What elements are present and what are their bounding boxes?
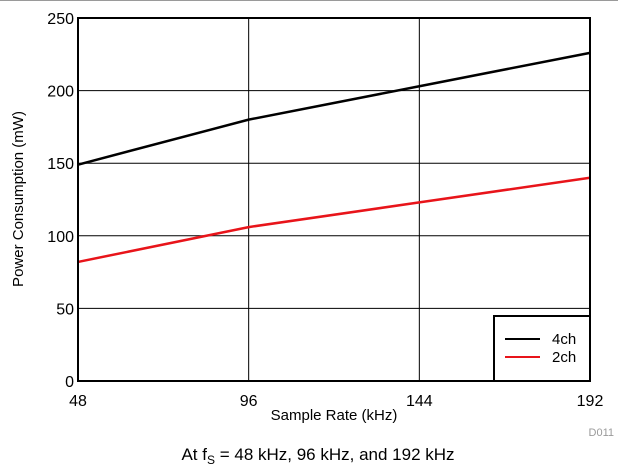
y-tick-label-150: 150: [47, 156, 74, 173]
caption-subscript: S: [207, 453, 215, 466]
y-axis-title: Power Consumption (mW): [10, 111, 27, 287]
figure-id: D011: [589, 427, 614, 439]
legend: 4ch 2ch: [493, 315, 591, 382]
x-tick-label-144: 144: [406, 393, 433, 410]
y-tick-label-0: 0: [65, 374, 74, 391]
legend-label-2ch: 2ch: [552, 349, 576, 366]
tick-labels: 0 50 100 150 200 250 48 96 144 192: [47, 11, 603, 410]
caption-prefix: At f: [181, 445, 207, 464]
x-tick-label-192: 192: [577, 393, 604, 410]
y-tick-label-250: 250: [47, 11, 74, 28]
legend-label-4ch: 4ch: [552, 331, 576, 348]
y-tick-label-100: 100: [47, 229, 74, 246]
x-tick-label-96: 96: [240, 393, 258, 410]
series-line-4ch: [77, 51, 591, 166]
caption-suffix: = 48 kHz, 96 kHz, and 192 kHz: [215, 445, 455, 464]
y-tick-label-50: 50: [56, 301, 74, 318]
legend-box: [493, 315, 591, 382]
y-tick-label-200: 200: [47, 84, 74, 101]
x-axis-title: Sample Rate (kHz): [271, 407, 398, 424]
x-tick-label-48: 48: [69, 393, 87, 410]
series-line-2ch: [77, 176, 591, 264]
caption: At fS = 48 kHz, 96 kHz, and 192 kHz: [181, 445, 454, 466]
series-lines: [77, 51, 591, 264]
gridlines: [78, 18, 590, 381]
plot-frame: [77, 17, 591, 382]
